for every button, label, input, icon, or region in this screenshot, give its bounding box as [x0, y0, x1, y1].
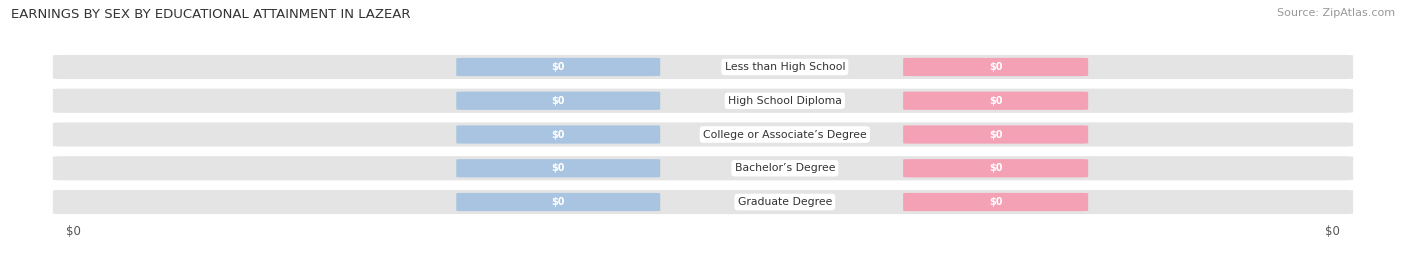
Text: Source: ZipAtlas.com: Source: ZipAtlas.com — [1277, 8, 1395, 18]
Text: College or Associate’s Degree: College or Associate’s Degree — [703, 129, 866, 140]
FancyBboxPatch shape — [457, 125, 661, 144]
FancyBboxPatch shape — [903, 58, 1088, 76]
FancyBboxPatch shape — [53, 89, 1353, 113]
Text: $0: $0 — [551, 163, 565, 173]
FancyBboxPatch shape — [903, 92, 1088, 110]
Text: Less than High School: Less than High School — [724, 62, 845, 72]
Text: $0: $0 — [551, 62, 565, 72]
FancyBboxPatch shape — [53, 156, 1353, 180]
Text: $0: $0 — [988, 62, 1002, 72]
Text: $0: $0 — [551, 96, 565, 106]
FancyBboxPatch shape — [457, 92, 661, 110]
Text: $0: $0 — [988, 129, 1002, 140]
FancyBboxPatch shape — [903, 125, 1088, 144]
Text: $0: $0 — [988, 96, 1002, 106]
Text: Bachelor’s Degree: Bachelor’s Degree — [734, 163, 835, 173]
Text: High School Diploma: High School Diploma — [728, 96, 842, 106]
Text: $0: $0 — [988, 163, 1002, 173]
FancyBboxPatch shape — [903, 193, 1088, 211]
FancyBboxPatch shape — [457, 58, 661, 76]
FancyBboxPatch shape — [457, 193, 661, 211]
FancyBboxPatch shape — [457, 159, 661, 177]
Text: $0: $0 — [551, 129, 565, 140]
Text: $0: $0 — [551, 197, 565, 207]
FancyBboxPatch shape — [53, 55, 1353, 79]
Text: EARNINGS BY SEX BY EDUCATIONAL ATTAINMENT IN LAZEAR: EARNINGS BY SEX BY EDUCATIONAL ATTAINMEN… — [11, 8, 411, 21]
FancyBboxPatch shape — [53, 190, 1353, 214]
FancyBboxPatch shape — [53, 122, 1353, 147]
FancyBboxPatch shape — [903, 159, 1088, 177]
Text: Graduate Degree: Graduate Degree — [738, 197, 832, 207]
Text: $0: $0 — [988, 197, 1002, 207]
